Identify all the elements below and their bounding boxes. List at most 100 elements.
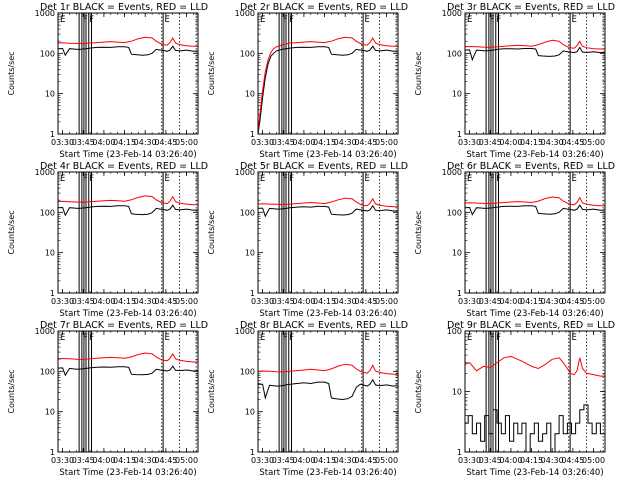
chart-panel: Det 2r BLACK = Events, RED = LLD Counts/s… — [207, 2, 408, 160]
x-tick-label: 05:00 — [175, 138, 198, 147]
x-tick-label: 04:45 — [154, 138, 177, 147]
series-line-lld — [58, 352, 198, 363]
x-tick-label: 04:45 — [561, 456, 584, 465]
marker-label: F — [83, 333, 88, 343]
x-tick-label: 04:30 — [541, 456, 564, 465]
x-tick-label: 04:45 — [354, 138, 377, 147]
y-axis-label: Counts/sec — [207, 369, 216, 413]
chart-panel: Det 6r BLACK = Events, RED = LLD Counts/s… — [414, 161, 615, 319]
chart-title: Det 9r BLACK = Events, RED = LLD — [447, 320, 615, 331]
y-tick-label: 100 — [40, 208, 55, 217]
series-line-events — [258, 378, 398, 401]
marker-label: F — [490, 333, 495, 343]
x-axis-label: Start Time (23-Feb-14 03:26:40) — [466, 150, 603, 160]
x-tick-label: 05:00 — [582, 138, 605, 147]
y-tick-label: 1000 — [35, 168, 55, 177]
x-tick-label: 03:45 — [272, 297, 295, 306]
plot-frame — [464, 330, 606, 453]
x-axis-label: Start Time (23-Feb-14 03:26:40) — [259, 150, 396, 160]
chart-title: Det 5r BLACK = Events, RED = LLD — [240, 161, 408, 172]
y-tick-label: 10 — [452, 388, 462, 397]
y-tick-label: 1 — [250, 130, 255, 139]
y-tick-label: 1 — [457, 448, 462, 457]
x-tick-label: 03:30 — [458, 456, 481, 465]
series-line-lld — [465, 196, 605, 207]
x-tick-label: 04:30 — [334, 297, 357, 306]
x-tick-label: 03:30 — [458, 138, 481, 147]
plot-frame — [257, 171, 399, 294]
x-axis-label: Start Time (23-Feb-14 03:26:40) — [59, 468, 196, 478]
x-axis-label: Start Time (23-Feb-14 03:26:40) — [466, 309, 603, 319]
series-line-lld — [58, 195, 198, 206]
x-tick-label: 05:00 — [375, 297, 398, 306]
x-tick-label: 04:30 — [134, 456, 157, 465]
x-tick-label: 04:15 — [313, 297, 336, 306]
marker-label: E — [60, 333, 65, 343]
y-tick-label: 100 — [447, 208, 462, 217]
marker-label: E — [60, 174, 65, 184]
y-axis-label: Counts/sec — [414, 210, 423, 254]
plot-frame — [464, 171, 606, 294]
x-tick-label: 05:00 — [375, 456, 398, 465]
y-tick-label: 1000 — [235, 327, 255, 336]
series-line-lld — [465, 355, 605, 377]
y-tick-label: 1000 — [442, 9, 462, 18]
marker-label: E — [164, 333, 169, 343]
y-axis-label: Counts/sec — [207, 210, 216, 254]
x-axis-label: Start Time (23-Feb-14 03:26:40) — [259, 468, 396, 478]
x-tick-label: 03:30 — [251, 138, 274, 147]
y-axis-label: Counts/sec — [414, 51, 423, 95]
marker-label: E — [571, 15, 576, 25]
series-line-events — [58, 45, 198, 57]
x-tick-label: 04:00 — [499, 297, 522, 306]
marker-label: E — [571, 174, 576, 184]
x-tick-label: 03:45 — [479, 297, 502, 306]
chart-title: Det 3r BLACK = Events, RED = LLD — [447, 2, 615, 13]
plot-frame — [57, 330, 199, 453]
y-tick-label: 1 — [50, 289, 55, 298]
series-line-events — [258, 204, 398, 218]
y-tick-label: 10 — [245, 249, 255, 258]
y-axis-label: Counts/sec — [7, 369, 16, 413]
plot-frame — [464, 12, 606, 135]
x-tick-label: 04:30 — [541, 138, 564, 147]
marker-label: E — [260, 333, 265, 343]
x-tick-label: 04:00 — [92, 456, 115, 465]
marker-label: F — [89, 15, 94, 25]
plot-frame — [257, 12, 399, 135]
y-tick-label: 100 — [447, 327, 462, 336]
x-tick-label: 03:45 — [72, 138, 95, 147]
y-axis-label: Counts/sec — [414, 369, 423, 413]
marker-label: E — [467, 174, 472, 184]
x-tick-label: 03:30 — [458, 297, 481, 306]
series-line-events — [465, 46, 605, 62]
x-tick-label: 05:00 — [582, 297, 605, 306]
y-tick-label: 1 — [457, 289, 462, 298]
y-tick-label: 100 — [447, 49, 462, 58]
marker-label: E — [164, 174, 169, 184]
marker-label: F — [289, 333, 294, 343]
x-axis-label: Start Time (23-Feb-14 03:26:40) — [59, 150, 196, 160]
marker-label: F — [89, 174, 94, 184]
x-tick-label: 04:00 — [92, 138, 115, 147]
x-tick-label: 04:15 — [520, 456, 543, 465]
y-tick-label: 1000 — [235, 168, 255, 177]
marker-label: E — [571, 333, 576, 343]
x-tick-label: 04:15 — [113, 456, 136, 465]
y-tick-label: 1 — [50, 130, 55, 139]
marker-label: E — [164, 15, 169, 25]
plot-frame — [57, 12, 199, 135]
series-line-lld — [258, 36, 398, 134]
marker-label: F — [89, 333, 94, 343]
x-tick-label: 04:00 — [499, 138, 522, 147]
x-tick-label: 04:15 — [313, 138, 336, 147]
marker-label: F — [496, 15, 501, 25]
x-tick-label: 04:15 — [313, 456, 336, 465]
series-line-lld — [465, 39, 605, 50]
y-tick-label: 100 — [40, 367, 55, 376]
y-tick-label: 1000 — [235, 9, 255, 18]
marker-label: F — [283, 15, 288, 25]
y-tick-label: 1000 — [35, 327, 55, 336]
plot-frame — [57, 171, 199, 294]
x-tick-label: 04:30 — [541, 297, 564, 306]
